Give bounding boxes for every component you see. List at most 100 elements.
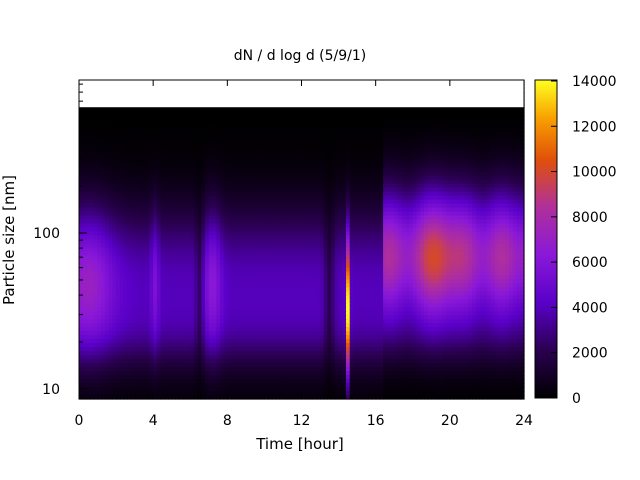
- heatmap-cell: [149, 179, 154, 185]
- heatmap-cell: [494, 215, 499, 221]
- heatmap-cell: [79, 227, 84, 233]
- heatmap-cell: [468, 175, 473, 181]
- heatmap-cell: [301, 175, 306, 181]
- heatmap-cell: [108, 223, 113, 229]
- heatmap-cell: [186, 191, 191, 197]
- heatmap-cell: [142, 239, 147, 245]
- heatmap-cell: [231, 163, 236, 169]
- heatmap-cell: [282, 123, 288, 129]
- heatmap-cell: [97, 127, 102, 133]
- heatmap-cell: [368, 191, 373, 197]
- heatmap-cell: [327, 179, 332, 185]
- heatmap-cell: [446, 139, 451, 145]
- heatmap-cell: [234, 147, 240, 153]
- heatmap-cell: [190, 191, 195, 197]
- heatmap-cell: [294, 231, 299, 237]
- heatmap-cell: [245, 139, 251, 145]
- heatmap-cell: [260, 223, 266, 229]
- heatmap-cell: [416, 187, 421, 193]
- heatmap-cell: [509, 211, 514, 217]
- heatmap-cell: [290, 159, 295, 165]
- heatmap-cell: [190, 211, 195, 217]
- heatmap-cell: [208, 231, 214, 237]
- heatmap-cell: [116, 183, 121, 189]
- heatmap-cell: [308, 179, 314, 185]
- heatmap-cell: [386, 179, 392, 185]
- heatmap-cell: [483, 219, 488, 225]
- heatmap-cell: [446, 115, 451, 121]
- heatmap-cell: [190, 163, 195, 169]
- heatmap-cell: [409, 199, 414, 205]
- heatmap-cell: [249, 187, 254, 193]
- heatmap-cell: [245, 211, 251, 217]
- heatmap-cell: [323, 215, 329, 221]
- heatmap-cell: [475, 219, 481, 225]
- heatmap-cell: [249, 171, 254, 177]
- heatmap-cell: [193, 171, 199, 177]
- heatmap-cell: [160, 211, 165, 217]
- heatmap-cell: [86, 195, 91, 201]
- heatmap-cell: [101, 199, 106, 205]
- heatmap-cell: [79, 151, 84, 157]
- heatmap-cell: [156, 115, 162, 121]
- heatmap-cell: [242, 235, 247, 241]
- heatmap-cell: [253, 231, 258, 237]
- heatmap-cell: [142, 219, 147, 225]
- heatmap-cell: [479, 147, 484, 153]
- heatmap-cell: [401, 207, 406, 213]
- heatmap-cell: [331, 211, 336, 217]
- heatmap-cell: [82, 199, 88, 205]
- heatmap-cell: [390, 123, 395, 129]
- heatmap-cell: [286, 207, 291, 213]
- heatmap-cell: [294, 179, 299, 185]
- heatmap-cell: [93, 215, 99, 221]
- heatmap-cell: [435, 227, 440, 233]
- heatmap-cell: [286, 167, 291, 173]
- heatmap-cell: [427, 231, 432, 237]
- heatmap-cell: [223, 127, 228, 133]
- heatmap-cell: [423, 175, 429, 181]
- heatmap-cell: [397, 219, 403, 225]
- heatmap-cell: [242, 211, 247, 217]
- heatmap-cell: [394, 199, 399, 205]
- heatmap-cell: [516, 127, 521, 133]
- heatmap-cell: [342, 243, 347, 249]
- heatmap-cell: [145, 171, 151, 177]
- heatmap-cell: [268, 191, 273, 197]
- heatmap-cell: [375, 207, 380, 213]
- heatmap-cell: [453, 235, 458, 241]
- heatmap-cell: [156, 179, 162, 185]
- heatmap-cell: [119, 215, 125, 221]
- heatmap-cell: [257, 199, 262, 205]
- heatmap-cell: [145, 243, 151, 249]
- heatmap-cell: [449, 139, 455, 145]
- heatmap-cell: [282, 231, 288, 237]
- heatmap-cell: [179, 119, 184, 125]
- heatmap-cell: [390, 239, 395, 245]
- heatmap-cell: [479, 163, 484, 169]
- heatmap-cell: [286, 163, 291, 169]
- heatmap-cell: [505, 207, 510, 213]
- heatmap-cell: [238, 239, 243, 245]
- heatmap-cell: [464, 203, 469, 209]
- heatmap-cell: [234, 207, 240, 213]
- heatmap-cell: [412, 123, 418, 129]
- heatmap-cell: [483, 175, 488, 181]
- heatmap-cell: [186, 171, 191, 177]
- heatmap-cell: [420, 239, 425, 245]
- heatmap-cell: [238, 187, 243, 193]
- heatmap-cell: [409, 239, 414, 245]
- heatmap-cell: [153, 239, 158, 245]
- heatmap-cell: [472, 183, 477, 189]
- heatmap-cell: [282, 139, 288, 145]
- heatmap-cell: [505, 203, 510, 209]
- heatmap-cell: [145, 187, 151, 193]
- heatmap-cell: [420, 215, 425, 221]
- heatmap-cell: [401, 163, 406, 169]
- heatmap-cell: [438, 167, 444, 173]
- heatmap-cell: [168, 123, 173, 129]
- heatmap-cell: [412, 215, 418, 221]
- heatmap-cell: [379, 203, 384, 209]
- heatmap-cell: [149, 147, 154, 153]
- heatmap-cell: [520, 211, 525, 217]
